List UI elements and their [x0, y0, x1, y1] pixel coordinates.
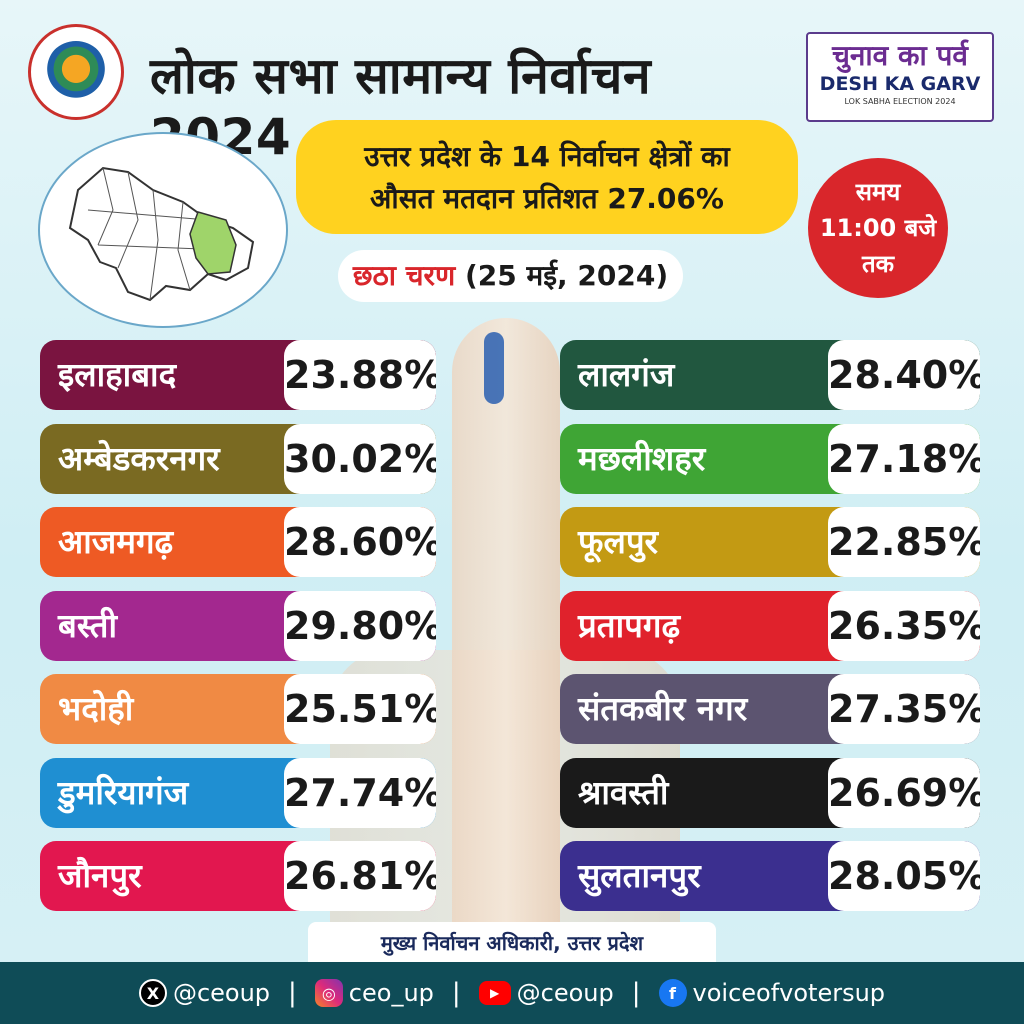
- constituency-name: संतकबीर नगर: [578, 689, 748, 728]
- election-brand-logo: चुनाव का पर्व DESH KA GARV LOK SABHA ELE…: [806, 32, 994, 122]
- constituency-row: भदोही 25.51%: [40, 674, 436, 744]
- turnout-value: 27.18%: [828, 423, 980, 494]
- constituency-row: इलाहाबाद 23.88%: [40, 340, 436, 410]
- x-icon: X: [138, 979, 167, 1007]
- twitter-handle-text: @ceoup: [172, 979, 271, 1007]
- constituency-row: श्रावस्ती 26.69%: [560, 757, 980, 828]
- constituency-row: मछलीशहर 27.18%: [560, 423, 980, 494]
- turnout-value: 28.05%: [828, 841, 980, 911]
- up-map-icon: [68, 166, 255, 302]
- page-title: लोक सभा सामान्य निर्वाचन 2024: [150, 47, 652, 166]
- turnout-value: 29.80%: [284, 590, 436, 661]
- instagram-icon: ◎: [314, 979, 343, 1007]
- social-bar: X @ceoup | ◎ ceo_up | ▶ @ceoup | f voice…: [0, 962, 1024, 1024]
- constituency-name: जौनपुर: [58, 856, 142, 895]
- constituency-row: जौनपुर 26.81%: [40, 841, 436, 911]
- average-line1: उत्तर प्रदेश के 14 निर्वाचन क्षेत्रों का: [364, 140, 730, 173]
- constituency-name: आजमगढ़: [58, 522, 174, 561]
- youtube-icon: ▶: [478, 981, 511, 1005]
- turnout-value: 25.51%: [284, 674, 436, 744]
- twitter-handle[interactable]: X @ceoup: [138, 979, 271, 1007]
- constituency-name: बस्ती: [58, 605, 118, 645]
- constituency-row: अम्बेडकरनगर 30.02%: [40, 423, 436, 494]
- constituency-row: लालगंज 28.40%: [560, 340, 980, 410]
- phase-label: छठा चरण (25 मई, 2024): [338, 250, 683, 302]
- phase-name: छठा चरण: [352, 259, 456, 292]
- constituency-name: इलाहाबाद: [58, 355, 177, 394]
- youtube-handle-text: @ceoup: [516, 979, 614, 1007]
- turnout-value: 26.35%: [828, 590, 980, 661]
- facebook-handle-text: voiceofvotersup: [692, 979, 886, 1007]
- instagram-handle[interactable]: ◎ ceo_up: [314, 979, 434, 1007]
- separator: |: [631, 978, 641, 1008]
- average-line2: औसत मतदान प्रतिशत 27.06%: [370, 182, 724, 215]
- constituency-name: भदोही: [58, 689, 134, 728]
- constituency-name: सुलतानपुर: [578, 856, 701, 895]
- instagram-handle-text: ceo_up: [348, 979, 434, 1007]
- constituency-row: आजमगढ़ 28.60%: [40, 507, 436, 577]
- turnout-value: 26.69%: [828, 757, 980, 828]
- ink-mark-icon: [484, 332, 504, 404]
- youtube-handle[interactable]: ▶ @ceoup: [478, 979, 614, 1007]
- constituency-name: मछलीशहर: [578, 438, 706, 478]
- constituency-row: सुलतानपुर 28.05%: [560, 841, 980, 911]
- time-badge: समय 11:00 बजे तक: [808, 158, 948, 298]
- facebook-handle[interactable]: f voiceofvotersup: [658, 979, 886, 1007]
- brand-subtext: LOK SABHA ELECTION 2024: [844, 97, 956, 106]
- average-turnout-box: उत्तर प्रदेश के 14 निर्वाचन क्षेत्रों का…: [296, 120, 798, 234]
- time-line1: समय: [855, 178, 901, 206]
- brand-hindi-text: चुनाव का पर्व: [832, 39, 968, 72]
- constituency-row: फूलपुर 22.85%: [560, 507, 980, 577]
- turnout-value: 30.02%: [284, 423, 436, 494]
- brand-english-text: DESH KA GARV: [819, 73, 981, 95]
- ceo-logo: [28, 24, 124, 120]
- constituency-row: डुमरियागंज 27.74%: [40, 757, 436, 828]
- constituency-name: श्रावस्ती: [578, 772, 669, 812]
- phase-date: (25 मई, 2024): [465, 259, 669, 292]
- constituency-name: अम्बेडकरनगर: [58, 438, 220, 478]
- turnout-value: 28.60%: [284, 507, 436, 577]
- time-line2: 11:00 बजे: [819, 214, 937, 242]
- constituency-row: बस्ती 29.80%: [40, 590, 436, 661]
- finger-decoration: [452, 318, 560, 1018]
- separator: |: [451, 978, 461, 1008]
- constituency-row: प्रतापगढ़ 26.35%: [560, 590, 980, 661]
- ballot-logo-icon: [45, 41, 107, 103]
- turnout-value: 23.88%: [284, 340, 436, 410]
- time-line3: तक: [861, 250, 895, 278]
- constituency-row: संतकबीर नगर 27.35%: [560, 674, 980, 744]
- turnout-value: 22.85%: [828, 507, 980, 577]
- constituency-name: डुमरियागंज: [58, 772, 189, 812]
- facebook-icon: f: [658, 979, 687, 1007]
- constituency-name: लालगंज: [578, 355, 675, 394]
- turnout-value: 26.81%: [284, 841, 436, 911]
- up-map: [38, 132, 288, 328]
- authority-label: मुख्य निर्वाचन अधिकारी, उत्तर प्रदेश: [308, 922, 716, 964]
- constituency-name: फूलपुर: [578, 522, 659, 561]
- turnout-value: 28.40%: [828, 340, 980, 410]
- constituency-name: प्रतापगढ़: [578, 605, 681, 645]
- turnout-value: 27.74%: [284, 757, 436, 828]
- turnout-value: 27.35%: [828, 674, 980, 744]
- separator: |: [288, 978, 297, 1008]
